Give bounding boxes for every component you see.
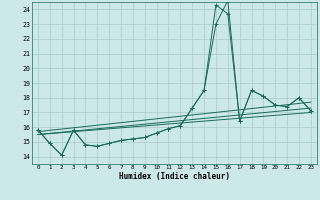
X-axis label: Humidex (Indice chaleur): Humidex (Indice chaleur)	[119, 172, 230, 181]
